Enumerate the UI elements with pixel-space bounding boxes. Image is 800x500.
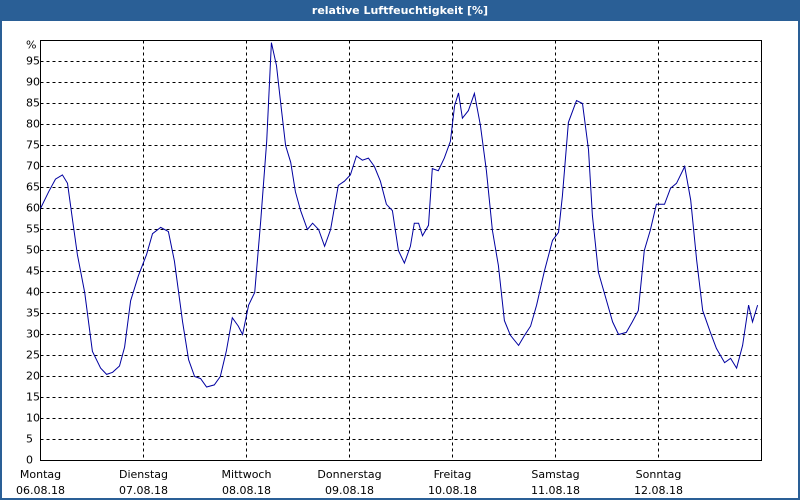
x-tick-label: Montag (20, 468, 61, 481)
y-tick-label: 35 (26, 307, 40, 320)
y-tick-label: 90 (26, 76, 40, 89)
y-tick-label: 5 (26, 433, 33, 446)
y-tick-label: 60 (26, 202, 40, 215)
x-tick-label: Dienstag (119, 468, 168, 481)
x-tick-date: 08.08.18 (222, 484, 271, 497)
y-tick-label: 15 (26, 391, 40, 404)
y-tick-label: 95 (26, 55, 40, 68)
y-tick-label: 50 (26, 244, 40, 257)
y-tick-label: 75 (26, 139, 40, 152)
y-tick-label: 30 (26, 328, 40, 341)
y-tick-label: 25 (26, 349, 40, 362)
y-tick-label: 55 (26, 223, 40, 236)
x-tick-date: 12.08.18 (634, 484, 683, 497)
y-tick-label: % (26, 39, 36, 52)
x-tick-date: 06.08.18 (16, 484, 65, 497)
x-tick-date: 10.08.18 (428, 484, 477, 497)
x-tick-date: 07.08.18 (119, 484, 168, 497)
y-tick-label: 20 (26, 370, 40, 383)
y-tick-label: 70 (26, 160, 40, 173)
x-tick-label: Sonntag (636, 468, 682, 481)
y-tick-label: 0 (26, 454, 33, 467)
data-line (40, 42, 759, 388)
y-tick-label: 80 (26, 118, 40, 131)
window-body (2, 21, 798, 498)
x-tick-date: 11.08.18 (531, 484, 580, 497)
x-tick-date: 09.08.18 (325, 484, 374, 497)
y-tick-label: 40 (26, 286, 40, 299)
y-tick-label: 85 (26, 97, 40, 110)
chart-title: relative Luftfeuchtigkeit [%] (312, 4, 488, 17)
x-tick-label: Samstag (531, 468, 579, 481)
x-tick-label: Freitag (434, 468, 472, 481)
y-tick-label: 10 (26, 412, 40, 425)
y-tick-label: 65 (26, 181, 40, 194)
x-tick-label: Mittwoch (222, 468, 272, 481)
x-tick-label: Donnerstag (317, 468, 381, 481)
y-tick-label: 45 (26, 265, 40, 278)
